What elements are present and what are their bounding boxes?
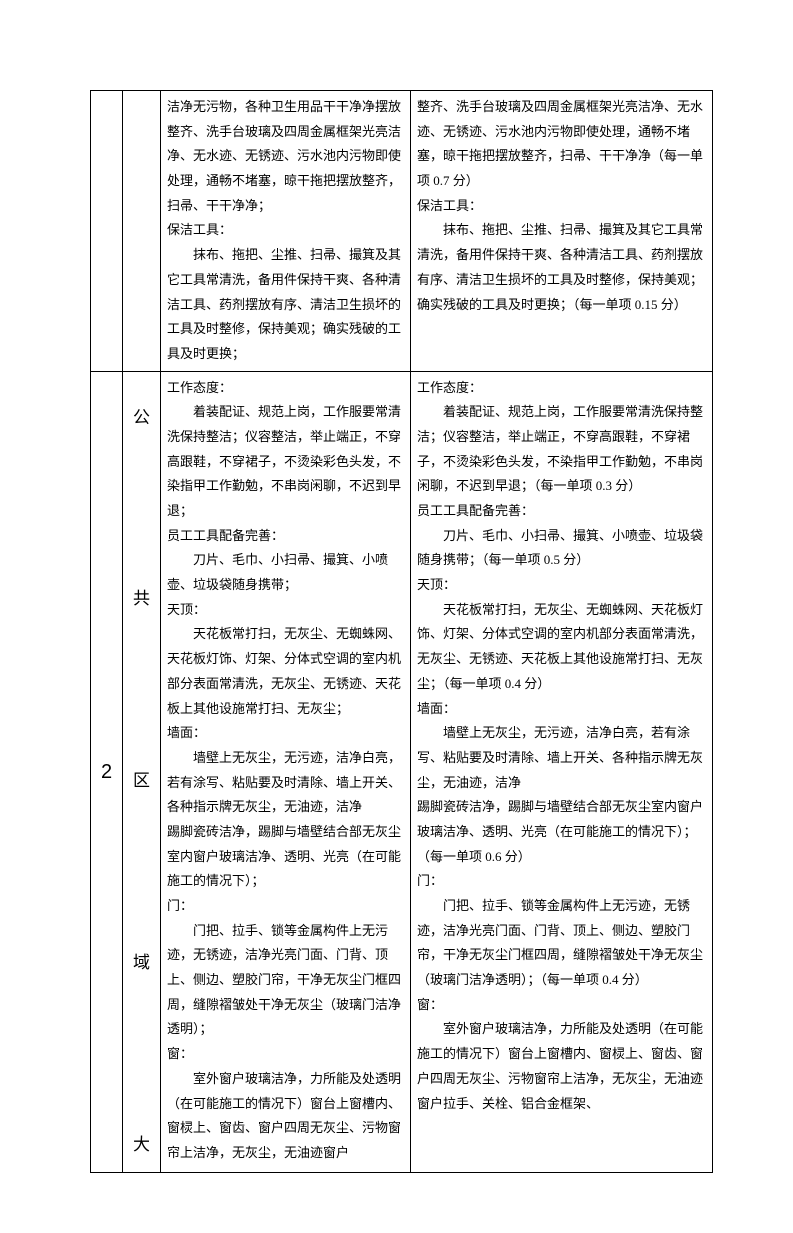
text-line: 抹布、拖把、尘推、扫帚、撮箕及其它工具常清洗，备用件保持干爽、各种清洁工具、药剂… <box>417 218 706 317</box>
text-line: 员工工具配备完善： <box>167 524 404 549</box>
text-line: 踢脚瓷砖洁净，踢脚与墙壁结合部无灰尘室内窗户玻璃洁净、透明、光亮（在可能施工的情… <box>417 795 706 869</box>
row-number: 2 <box>101 761 112 783</box>
row1-col3: 洁净无污物，各种卫生用品干干净净摆放整齐、洗手台玻璃及四周金属框架光亮洁净、无水… <box>161 91 411 372</box>
text-line: 整齐、洗手台玻璃及四周金属框架光亮洁净、无水迹、无锈迹、污水池内污物即使处理，通… <box>417 95 706 194</box>
text-line: 门： <box>167 894 404 919</box>
text-line: 洁净无污物，各种卫生用品干干净净摆放整齐、洗手台玻璃及四周金属框架光亮洁净、无水… <box>167 95 404 218</box>
category-vertical-text: 公共区域大 <box>129 402 154 1162</box>
category-char: 区 <box>129 765 154 797</box>
page-container: 洁净无污物，各种卫生用品干干净净摆放整齐、洗手台玻璃及四周金属框架光亮洁净、无水… <box>0 0 793 1233</box>
text-line: 抹布、拖把、尘推、扫帚、撮箕及其它工具常清洗，备用件保持干爽、各种清洁工具、药剂… <box>167 243 404 366</box>
row1-cat-cell <box>123 91 161 372</box>
text-line: 天花板常打扫，无灰尘、无蜘蛛网、天花板灯饰、灯架、分体式空调的室内机部分表面常清… <box>167 622 404 721</box>
text-line: 墙面： <box>417 697 706 722</box>
text-line: 窗： <box>167 1042 404 1067</box>
text-line: 天顶： <box>417 573 706 598</box>
category-char: 域 <box>129 947 154 979</box>
text-line: 门： <box>417 869 706 894</box>
text-line: 踢脚瓷砖洁净，踢脚与墙壁结合部无灰尘室内窗户玻璃洁净、透明、光亮（在可能施工的情… <box>167 820 404 894</box>
row2-col4: 工作态度：着装配证、规范上岗，工作服要常清洗保持整洁；仪容整洁，举止端正，不穿高… <box>411 371 713 1172</box>
row2-cat-cell: 公共区域大 <box>123 371 161 1172</box>
text-line: 室外窗户玻璃洁净，力所能及处透明（在可能施工的情况下）窗台上窗槽内、窗棂上、窗齿… <box>167 1067 404 1166</box>
text-line: 墙面： <box>167 721 404 746</box>
row2-num-cell: 2 <box>91 371 123 1172</box>
text-line: 员工工具配备完善： <box>417 499 706 524</box>
text-line: 工作态度： <box>167 376 404 401</box>
text-line: 室外窗户玻璃洁净，力所能及处透明（在可能施工的情况下）窗台上窗槽内、窗棂上、窗齿… <box>417 1017 706 1116</box>
row2-col3: 工作态度：着装配证、规范上岗，工作服要常清洗保持整洁；仪容整洁，举止端正，不穿高… <box>161 371 411 1172</box>
row1-col4: 整齐、洗手台玻璃及四周金属框架光亮洁净、无水迹、无锈迹、污水池内污物即使处理，通… <box>411 91 713 372</box>
text-line: 墙壁上无灰尘，无污迹，洁净白亮，若有涂写、粘贴要及时清除、墙上开关、各种指示牌无… <box>417 721 706 795</box>
text-line: 刀片、毛巾、小扫帚、撮箕、小喷壶、垃圾袋随身携带；（每一单项 0.5 分） <box>417 524 706 573</box>
row1-num-cell <box>91 91 123 372</box>
text-line: 着装配证、规范上岗，工作服要常清洗保持整洁；仪容整洁，举止端正，不穿高跟鞋，不穿… <box>167 400 404 523</box>
text-line: 刀片、毛巾、小扫帚、撮箕、小喷壶、垃圾袋随身携带； <box>167 548 404 597</box>
table-row: 2 公共区域大 工作态度：着装配证、规范上岗，工作服要常清洗保持整洁；仪容整洁，… <box>91 371 713 1172</box>
category-char: 大 <box>129 1129 154 1161</box>
text-line: 窗： <box>417 993 706 1018</box>
text-line: 天顶： <box>167 598 404 623</box>
text-line: 保洁工具： <box>167 218 404 243</box>
text-line: 门把、拉手、锁等金属构件上无污迹，无锈迹，洁净光亮门面、门背、顶上、侧边、塑胶门… <box>417 894 706 993</box>
text-line: 工作态度： <box>417 376 706 401</box>
category-char: 共 <box>129 583 154 615</box>
table-row: 洁净无污物，各种卫生用品干干净净摆放整齐、洗手台玻璃及四周金属框架光亮洁净、无水… <box>91 91 713 372</box>
text-line: 天花板常打扫，无灰尘、无蜘蛛网、天花板灯饰、灯架、分体式空调的室内机部分表面常清… <box>417 598 706 697</box>
text-line: 门把、拉手、锁等金属构件上无污迹，无锈迹，洁净光亮门面、门背、顶上、侧边、塑胶门… <box>167 919 404 1042</box>
text-line: 墙壁上无灰尘，无污迹，洁净白亮，若有涂写、粘贴要及时清除、墙上开关、各种指示牌无… <box>167 746 404 820</box>
category-char: 公 <box>129 402 154 434</box>
main-table: 洁净无污物，各种卫生用品干干净净摆放整齐、洗手台玻璃及四周金属框架光亮洁净、无水… <box>90 90 713 1173</box>
text-line: 着装配证、规范上岗，工作服要常清洗保持整洁；仪容整洁，举止端正，不穿高跟鞋，不穿… <box>417 400 706 499</box>
text-line: 保洁工具： <box>417 194 706 219</box>
